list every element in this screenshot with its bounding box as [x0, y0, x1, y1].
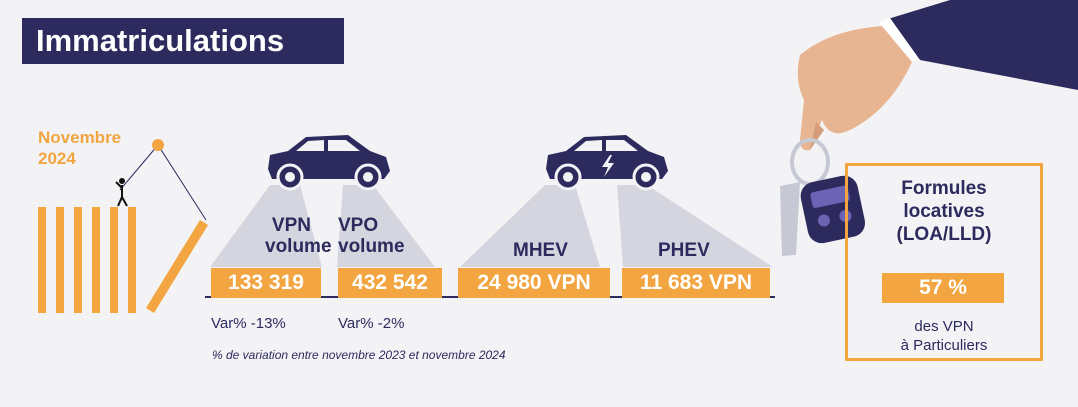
light-beams — [210, 185, 773, 267]
period-year: 2024 — [38, 149, 76, 168]
leasing-card-value: 57 % — [882, 273, 1004, 303]
domino-illustration — [38, 139, 208, 313]
footnote: % de variation entre novembre 2023 et no… — [212, 348, 506, 362]
page-title: Immatriculations — [22, 18, 344, 64]
metric-vpn-value: 133 319 — [211, 268, 321, 298]
metric-vpn-label: VPN volume — [265, 215, 332, 257]
period-month: Novembre — [38, 128, 122, 147]
period-label: Novembre 2024 — [38, 127, 121, 169]
metric-phev-label: PHEV — [658, 240, 710, 261]
metric-vpo-label: VPO volume — [338, 215, 405, 257]
car-icon — [268, 135, 390, 191]
metric-mhev-value: 24 980 VPN — [458, 268, 610, 298]
metric-mhev-label: MHEV — [513, 240, 568, 261]
leasing-card — [845, 163, 1043, 361]
metric-vpo-value: 432 542 — [338, 268, 442, 298]
metric-vpn-variation: Var% -13% — [211, 315, 286, 332]
electric-car-icon — [546, 135, 668, 191]
metric-phev-value: 11 683 VPN — [622, 268, 770, 298]
leasing-card-title: Formules locatives (LOA/LLD) — [896, 178, 992, 245]
metric-vpo-variation: Var% -2% — [338, 315, 405, 332]
hand-with-car-key-illustration — [780, 0, 1078, 256]
leasing-card-subtitle: des VPN à Particuliers — [900, 318, 988, 354]
